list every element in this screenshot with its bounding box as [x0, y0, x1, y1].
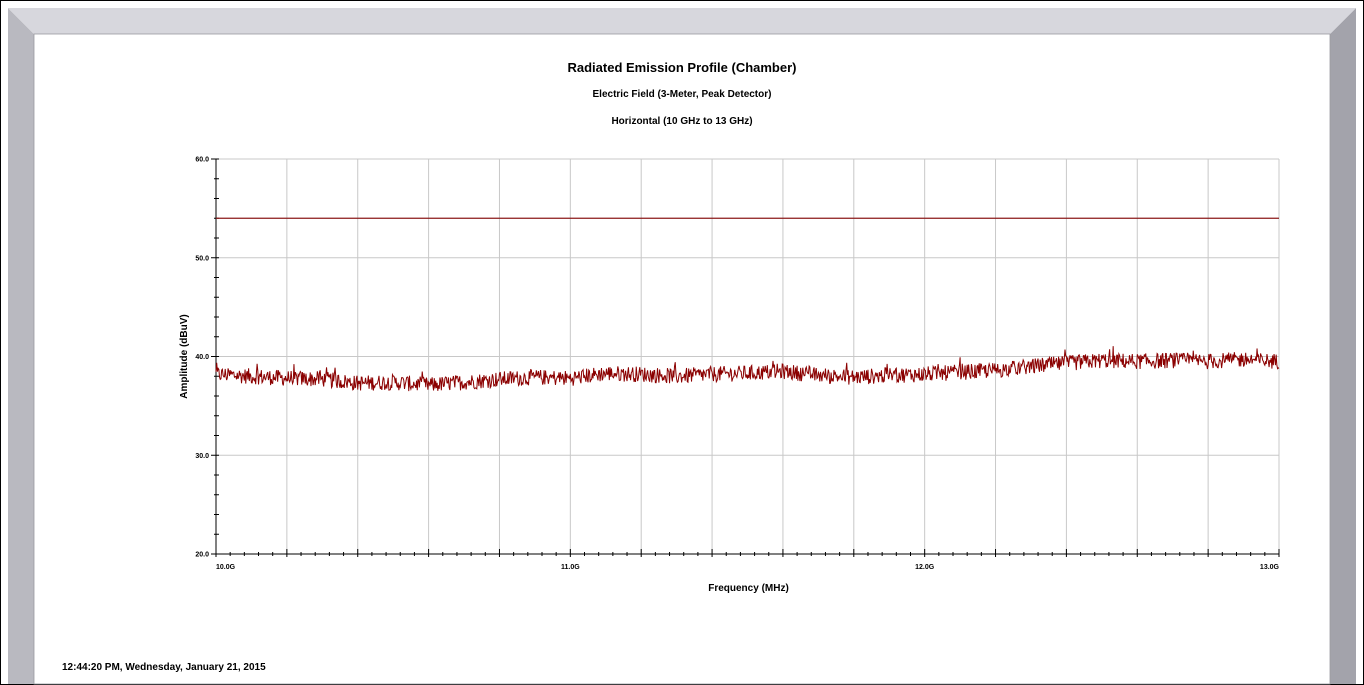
x-tick-label: 12.0G	[915, 564, 935, 571]
trace-line	[215, 346, 1280, 392]
chart-subtitle-2: Horizontal (10 GHz to 13 GHz)	[611, 116, 753, 127]
y-tick-label: 50.0	[195, 255, 209, 262]
x-axis-title: Frequency (MHz)	[708, 583, 789, 594]
timestamp: 12:44:20 PM, Wednesday, January 21, 2015	[62, 662, 266, 673]
y-tick-label: 60.0	[195, 157, 209, 164]
x-tick-label: 13.0G	[1260, 564, 1280, 571]
chart-subtitle: Electric Field (3-Meter, Peak Detector)	[592, 89, 772, 100]
chart-title: Radiated Emission Profile (Chamber)	[567, 60, 797, 75]
y-axis-title: Amplitude (dBuV)	[179, 314, 190, 398]
x-tick-label: 10.0G	[216, 564, 236, 571]
y-tick-label: 30.0	[195, 453, 209, 460]
y-tick-label: 20.0	[195, 552, 209, 559]
x-tick-label: 11.0G	[561, 564, 580, 571]
y-tick-label: 40.0	[195, 354, 209, 361]
